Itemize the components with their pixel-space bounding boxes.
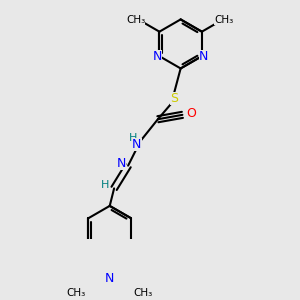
Text: N: N	[105, 272, 114, 285]
Text: N: N	[199, 50, 208, 63]
Text: N: N	[116, 158, 126, 170]
Text: CH₃: CH₃	[134, 289, 153, 298]
Text: CH₃: CH₃	[214, 15, 233, 25]
Text: N: N	[132, 138, 142, 151]
Text: N: N	[153, 50, 162, 63]
Text: O: O	[186, 107, 196, 121]
Text: H: H	[129, 133, 138, 142]
Text: H: H	[101, 180, 110, 190]
Text: CH₃: CH₃	[126, 15, 146, 25]
Text: S: S	[169, 92, 178, 105]
Text: CH₃: CH₃	[67, 289, 86, 298]
